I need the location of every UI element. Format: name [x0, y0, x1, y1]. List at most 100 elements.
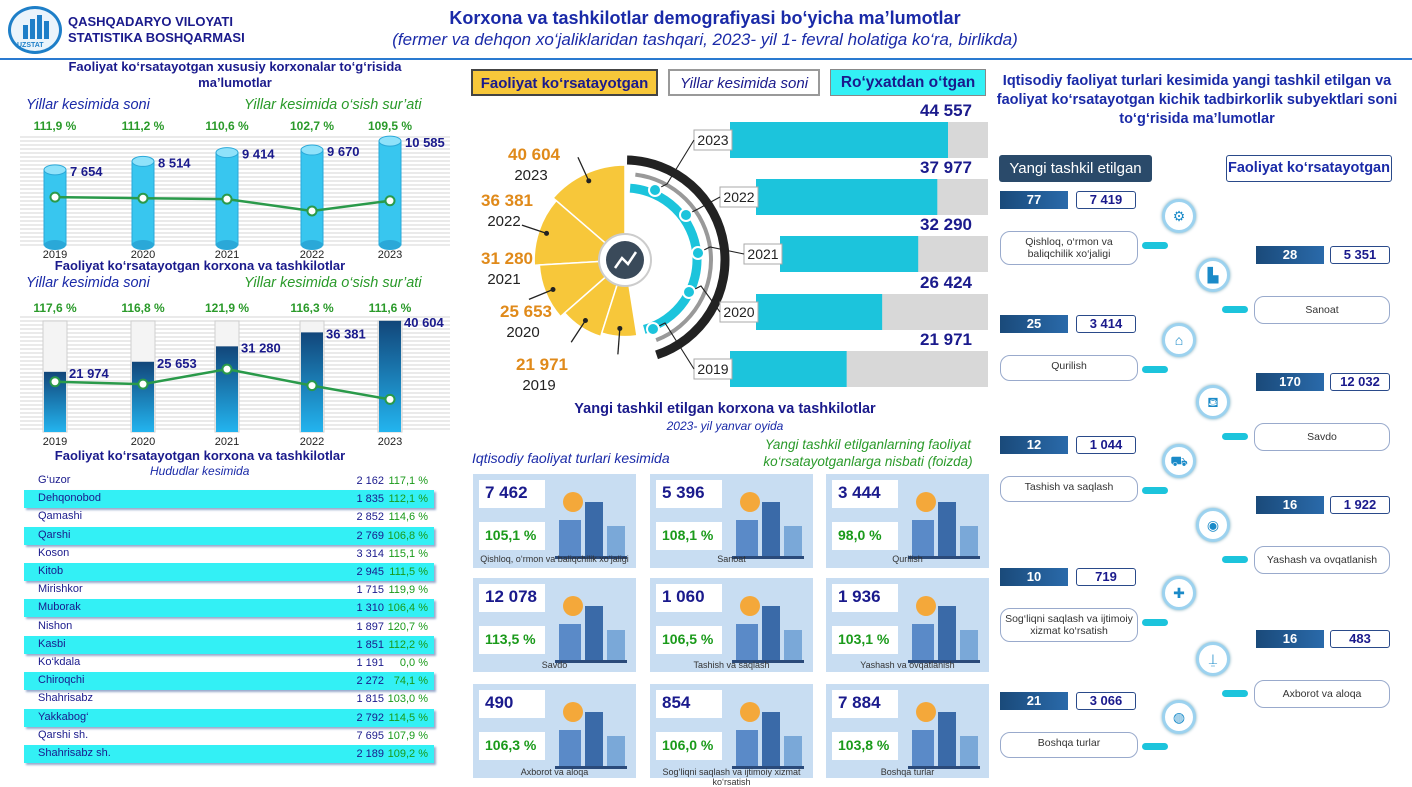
- bar: [378, 140, 402, 246]
- food-illustration: [904, 584, 984, 666]
- ratio-note: Yangi tashkil etilganlarning faoliyat ko…: [763, 437, 973, 469]
- x-tick-label: 2021: [215, 249, 239, 260]
- activity-label: Axborot va aloqa: [1254, 680, 1390, 708]
- bar: [730, 351, 847, 387]
- pie-leader: [570, 320, 586, 343]
- region-row: Chiroqchi 2 272 74,1 %: [24, 672, 434, 691]
- tab-years[interactable]: Yillar kesimida soni: [668, 69, 820, 96]
- region-growth: 119,9 %: [388, 584, 428, 597]
- icon-circle: ◍: [1162, 700, 1196, 734]
- region-row: Dehqonobod 1 835 112,1 %: [24, 490, 434, 509]
- region-value: 1 897: [356, 620, 384, 633]
- bar-base: [132, 240, 154, 250]
- bar: [43, 169, 67, 246]
- activity-card: 854 106,0 %: [650, 684, 813, 778]
- card-label: Savdo: [541, 660, 568, 670]
- bar: [780, 236, 919, 272]
- bar-cap: [43, 164, 67, 176]
- new-count: 10: [1000, 568, 1068, 586]
- card-label: Qurilish: [892, 554, 923, 564]
- chart1-private-enterprises: 7 654 2019 111,9 % 8 514 2020 111,2 % 9 414 202…: [20, 119, 450, 260]
- region-name: Yakkabog‘: [38, 710, 89, 723]
- new-count: 170: [1256, 373, 1324, 391]
- region-row: Shahrisabz 1 815 103,0 %: [24, 690, 434, 708]
- bar-cap: [131, 155, 155, 167]
- region-growth: 111,5 %: [389, 566, 428, 578]
- plate-icon: ◉: [1206, 517, 1220, 533]
- logo-bar: [44, 21, 49, 39]
- ring-dot: [682, 285, 696, 299]
- activity-label: Sanoat: [1254, 296, 1390, 324]
- growth-label: 121,9 %: [205, 301, 249, 315]
- tab-active[interactable]: Faoliyat ko‘rsatayotgan: [471, 69, 658, 96]
- bar-value-label: 44 557: [920, 101, 972, 120]
- activity-card: 1 936 103,1 %: [826, 578, 989, 672]
- new-count: 21: [1000, 692, 1068, 710]
- ring-dot: [691, 246, 705, 260]
- cart-icon: ⛾: [1207, 394, 1219, 410]
- active-count: 1 044: [1076, 436, 1136, 454]
- region-growth: 0,0 %: [399, 657, 428, 669]
- bar-year-label: 2020: [723, 304, 754, 320]
- pie-leader-dot: [544, 230, 550, 236]
- card-ratio: 98,0 %: [832, 522, 898, 550]
- region-row: Muborak 1 310 106,4 %: [24, 599, 434, 618]
- tab-registered[interactable]: Ro‘yxatdan o‘tgan: [830, 69, 986, 96]
- region-growth: 115,1 %: [388, 547, 428, 560]
- bar: [132, 361, 154, 432]
- x-tick-label: 2021: [215, 436, 239, 448]
- bar-value-label: 21 971: [920, 330, 972, 349]
- region-row: Mirishkor 1 715 119,9 %: [24, 581, 434, 599]
- icon-circle: ⌂: [1162, 323, 1196, 357]
- growth-label: 110,6 %: [205, 119, 249, 133]
- region-value: 2 162: [356, 475, 384, 487]
- growth-label: 111,9 %: [34, 119, 77, 133]
- pie-leader: [521, 224, 547, 235]
- regions-subtitle: Hududlar kesimida: [150, 464, 250, 478]
- chart2-active-enterprises: 21 974 2019 117,6 % 25 653 2020 116,8 % 31 280…: [20, 301, 450, 448]
- region-value: 2 852: [356, 511, 384, 524]
- card-ratio: 106,5 %: [656, 626, 722, 654]
- org-line1: QASHQADARYO VILOYATI: [68, 14, 233, 29]
- growth-label: 109,5 %: [368, 119, 412, 133]
- region-growth: 120,7 %: [387, 620, 428, 633]
- growth-point: [221, 193, 233, 205]
- bar-cap: [215, 147, 239, 159]
- region-value: 2 189: [356, 748, 384, 760]
- card-ratio: 106,3 %: [479, 732, 545, 760]
- bar: [756, 179, 938, 215]
- activity-card: 7 884 103,8 %: [826, 684, 989, 778]
- chart2-legend-growth: Yillar kesimida o‘sish sur’ati: [244, 275, 422, 291]
- activity-card: 7 462 105,1 %: [473, 474, 636, 568]
- region-value: 2 769: [356, 529, 384, 542]
- agriculture-illustration: [551, 480, 631, 562]
- growth-label: 111,2 %: [122, 119, 165, 133]
- growth-point: [384, 195, 396, 207]
- growth-label: 116,8 %: [121, 301, 165, 315]
- transport-illustration: [728, 584, 808, 666]
- region-growth: 107,9 %: [387, 729, 428, 742]
- card-count: 854: [656, 690, 722, 718]
- icon-circle: ⚙: [1162, 199, 1196, 233]
- card-count: 490: [479, 690, 545, 718]
- pie-year-label: 2021: [487, 271, 520, 288]
- activity-card: 1 060 106,5 %: [650, 578, 813, 672]
- activity-label: Tashish va saqlash: [1000, 476, 1138, 502]
- logo-text: UZSTAT: [17, 42, 44, 49]
- region-name: Qamashi: [38, 510, 83, 523]
- bar-value-label: 8 514: [158, 155, 191, 170]
- region-name: Koson: [38, 546, 70, 559]
- pie-leader: [577, 156, 590, 182]
- center-chart: 40 604 2023 36 381 2022 31 280 2021 25 653 2020…: [481, 101, 988, 394]
- card-ratio: 105,1 %: [479, 522, 545, 550]
- pie-leader-dot: [586, 178, 592, 184]
- region-value: 3 314: [356, 547, 384, 560]
- card-label: Qishloq, o‘rmon va baliqchilik xo‘jaligi: [480, 554, 629, 564]
- new-title: Yangi tashkil etilgan korxona va tashkil…: [574, 401, 876, 417]
- pie-year-label: 2019: [522, 377, 555, 394]
- active-count: 12 032: [1330, 373, 1390, 391]
- connector-pill: [1142, 366, 1168, 373]
- col-active-header: Faoliyat ko‘rsatayotgan: [1226, 155, 1392, 182]
- activity-label: Qishloq, o‘rmon va baliqchilik xo‘jaligi: [1000, 231, 1138, 265]
- chart2-title: Faoliyat ko‘rsatayotgan korxona va tashk…: [54, 258, 346, 273]
